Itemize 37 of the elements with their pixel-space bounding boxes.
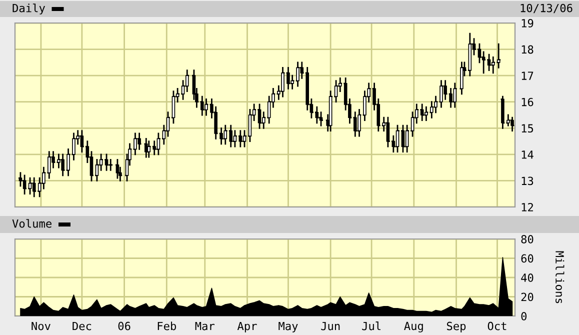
y-tick-label: 16 <box>522 98 534 106</box>
x-tick-label: Feb <box>158 322 176 330</box>
y-tick-label: 18 <box>522 45 534 54</box>
x-tick-label: Sep <box>446 322 466 332</box>
x-tick-label: Jul <box>362 322 381 330</box>
x-tick-label: Oct <box>488 322 506 330</box>
y-tick-label: 13 <box>522 176 534 186</box>
candlestick <box>48 151 51 179</box>
y-tick-label: 19 <box>522 19 534 28</box>
x-tick-label: Jun <box>321 322 340 330</box>
y-tick-label: 60 <box>521 254 534 263</box>
y-tick-label: 17 <box>522 72 534 80</box>
y-tick-label: 15 <box>522 124 534 133</box>
x-tick-label: Apr <box>237 322 257 332</box>
x-tick-label: 06 <box>118 322 130 330</box>
y-tick-label: 20 <box>521 292 534 302</box>
x-tick-label: Dec <box>72 322 92 330</box>
x-tick-label: Aug <box>404 322 423 332</box>
x-tick-label: May <box>278 322 298 332</box>
text: 10/13/06 <box>520 4 572 14</box>
y-axis-title: Millions <box>556 251 564 304</box>
candlestick <box>290 74 294 90</box>
chart-title: Volume <box>12 219 52 228</box>
candlestick <box>134 132 137 156</box>
x-tick-label: Nov <box>32 322 50 330</box>
y-tick-label: 14 <box>522 150 534 159</box>
candlestick <box>66 148 70 176</box>
y-tick-label: 12 <box>522 203 533 212</box>
y-tick-label: 0 <box>521 312 527 320</box>
candlestick <box>286 66 290 90</box>
candlestick <box>460 62 464 95</box>
chart-title: Daily <box>12 4 46 14</box>
x-tick-label: Mar <box>195 322 214 330</box>
candlestick <box>453 82 457 108</box>
candlestick <box>116 158 120 179</box>
y-tick-label: 40 <box>521 274 534 282</box>
y-tick-label: 80 <box>521 235 534 244</box>
